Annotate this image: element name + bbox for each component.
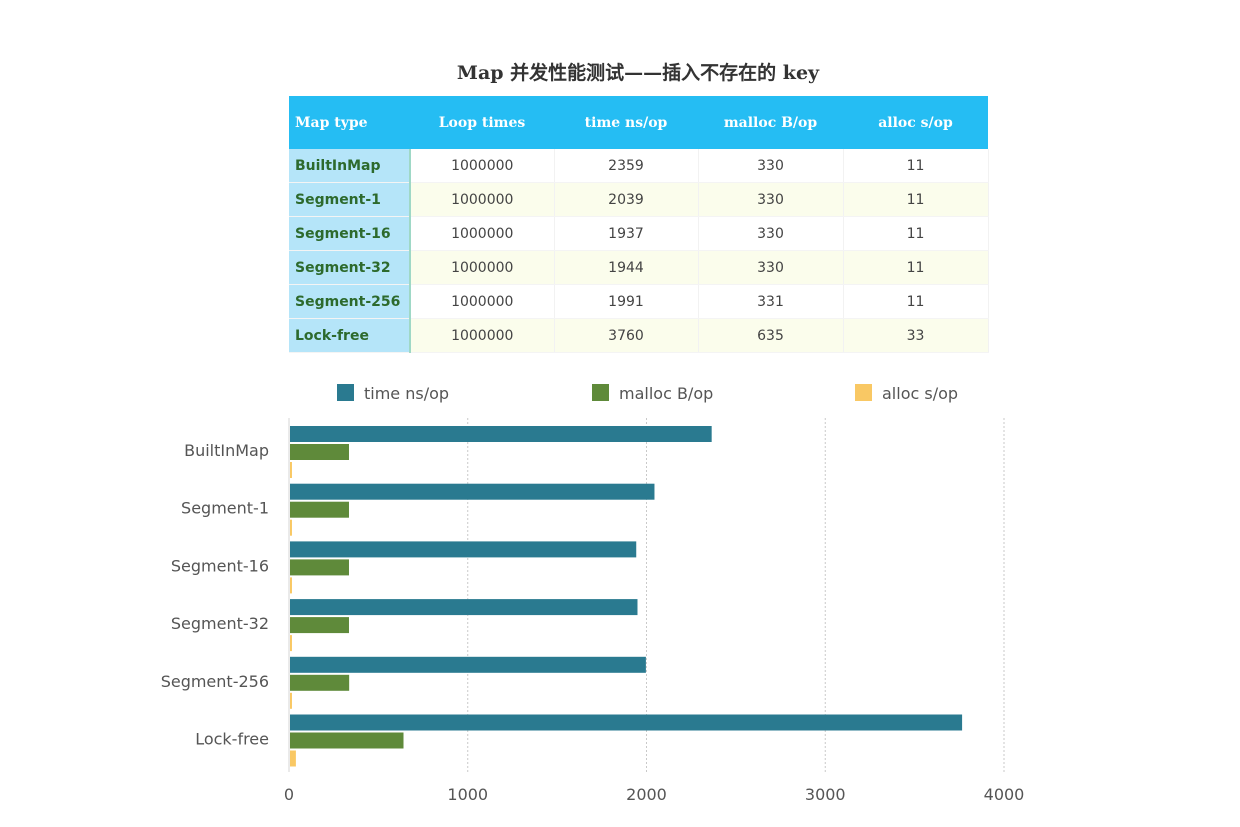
table-cell: 11	[843, 182, 989, 217]
bar	[290, 714, 963, 731]
category-label: Segment-256	[161, 672, 269, 691]
column-header-alloc: alloc s/op	[843, 96, 988, 149]
table-cell: 11	[843, 149, 989, 183]
row-label: Lock-free	[289, 318, 411, 353]
table-cell: 11	[843, 250, 989, 285]
category-label: Segment-16	[171, 556, 269, 575]
legend-label: time ns/op	[364, 384, 449, 403]
x-tick-label: 0	[284, 785, 294, 804]
x-tick-label: 1000	[447, 785, 488, 804]
table-cell: 1937	[554, 216, 699, 251]
bar	[290, 732, 404, 749]
table-cell: 1000000	[410, 250, 555, 285]
table-cell: 330	[698, 149, 844, 183]
table-cell: 330	[698, 250, 844, 285]
x-tick-label: 2000	[626, 785, 667, 804]
x-tick-label: 3000	[805, 785, 846, 804]
row-label: Segment-256	[289, 284, 411, 319]
bar	[290, 656, 646, 673]
category-label: BuiltInMap	[184, 441, 269, 460]
table-row: Segment-16 1000000 1937 330 11	[289, 216, 989, 251]
row-label: Segment-16	[289, 216, 411, 251]
bar-chart: 0 1000 2000 3000 4000 time ns/op malloc B/op al…	[161, 384, 1025, 804]
bar	[290, 674, 350, 691]
bar	[290, 426, 712, 442]
table-cell: 1000000	[410, 216, 555, 251]
table-row: BuiltInMap 1000000 2359 330 11	[289, 149, 989, 183]
bar	[290, 635, 292, 652]
bar	[290, 462, 292, 478]
table-cell: 635	[698, 318, 844, 353]
bar	[290, 577, 292, 594]
bar	[290, 559, 349, 576]
legend-swatch	[337, 384, 354, 401]
table-cell: 1000000	[410, 284, 555, 319]
legend-swatch	[592, 384, 609, 401]
results-table: Map type Loop times time ns/op malloc B/…	[289, 96, 989, 353]
category-label: Segment-1	[181, 499, 269, 518]
table-cell: 331	[698, 284, 844, 319]
table-cell: 1000000	[410, 149, 555, 183]
bar	[290, 541, 637, 558]
legend-label: malloc B/op	[619, 384, 713, 403]
table-cell: 330	[698, 216, 844, 251]
x-tick-label: 4000	[984, 785, 1025, 804]
chart-title: Map 并发性能测试——插入不存在的 key	[456, 62, 820, 84]
column-header-malloc: malloc B/op	[698, 96, 843, 149]
table-cell: 330	[698, 182, 844, 217]
category-label: Segment-32	[171, 614, 269, 633]
table-cell: 3760	[554, 318, 699, 353]
bar	[290, 692, 292, 709]
table-cell: 33	[843, 318, 989, 353]
table-row: Lock-free 1000000 3760 635 33	[289, 318, 989, 353]
bar	[290, 483, 655, 500]
table-row: Segment-32 1000000 1944 330 11	[289, 250, 989, 285]
bar	[290, 501, 349, 518]
row-label: Segment-1	[289, 182, 411, 217]
table-row: Segment-1 1000000 2039 330 11	[289, 182, 989, 217]
table-cell: 1000000	[410, 182, 555, 217]
table-cell: 1000000	[410, 318, 555, 353]
bar	[290, 750, 296, 767]
bar	[290, 599, 638, 616]
legend-swatch	[855, 384, 872, 401]
legend-label: alloc s/op	[882, 384, 958, 403]
table-cell: 11	[843, 216, 989, 251]
column-header-map-type: Map type	[289, 96, 410, 149]
bar	[290, 444, 349, 460]
table-cell: 1991	[554, 284, 699, 319]
table-cell: 11	[843, 284, 989, 319]
category-label: Lock-free	[195, 730, 269, 749]
row-label: BuiltInMap	[289, 149, 411, 183]
column-header-time: time ns/op	[554, 96, 698, 149]
table-cell: 2359	[554, 149, 699, 183]
table-row: Segment-256 1000000 1991 331 11	[289, 284, 989, 319]
column-header-loop-times: Loop times	[410, 96, 554, 149]
table-cell: 2039	[554, 182, 699, 217]
bar	[290, 519, 292, 536]
table-cell: 1944	[554, 250, 699, 285]
bar	[290, 617, 349, 634]
row-label: Segment-32	[289, 250, 411, 285]
table-header-row: Map type Loop times time ns/op malloc B/…	[289, 96, 988, 149]
